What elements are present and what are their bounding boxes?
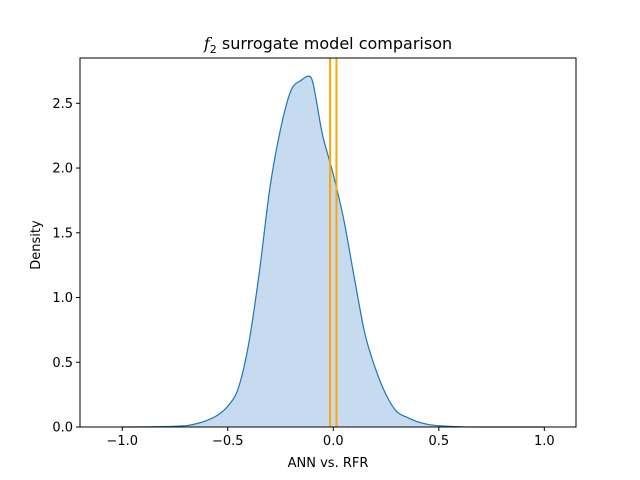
axes-frame (79, 57, 577, 428)
density-fill-area (122, 76, 545, 427)
x-tick-label: 0.0 (323, 434, 344, 449)
title-text: surrogate model comparison (217, 34, 452, 53)
y-tick-label: 1.5 (52, 226, 73, 241)
x-tick-label: 0.5 (428, 434, 449, 449)
x-tick-label: −1.0 (106, 434, 138, 449)
x-tick-label: −0.5 (212, 434, 244, 449)
title-subscript: 2 (210, 43, 217, 56)
y-tick-label: 2.0 (52, 162, 73, 177)
plot-area (122, 58, 545, 428)
x-axis-ticks: −1.0 −0.5 0.0 0.5 1.0 (106, 427, 555, 449)
x-tick-label: 1.0 (534, 434, 555, 449)
y-tick-label: 0.5 (52, 356, 73, 371)
y-axis-label: Density (29, 220, 44, 270)
density-curve (122, 75, 545, 428)
y-axis-ticks: 0.0 0.5 1.0 1.5 2.0 2.5 (52, 97, 80, 436)
x-axis-label: ANN vs. RFR (288, 456, 369, 471)
y-tick-label: 2.5 (52, 97, 73, 112)
y-tick-label: 1.0 (52, 291, 73, 306)
y-tick-label: 0.0 (52, 421, 73, 436)
reference-lines (329, 58, 338, 427)
chart-title: f2 surrogate model comparison (203, 34, 452, 56)
title-symbol: f (203, 34, 213, 53)
